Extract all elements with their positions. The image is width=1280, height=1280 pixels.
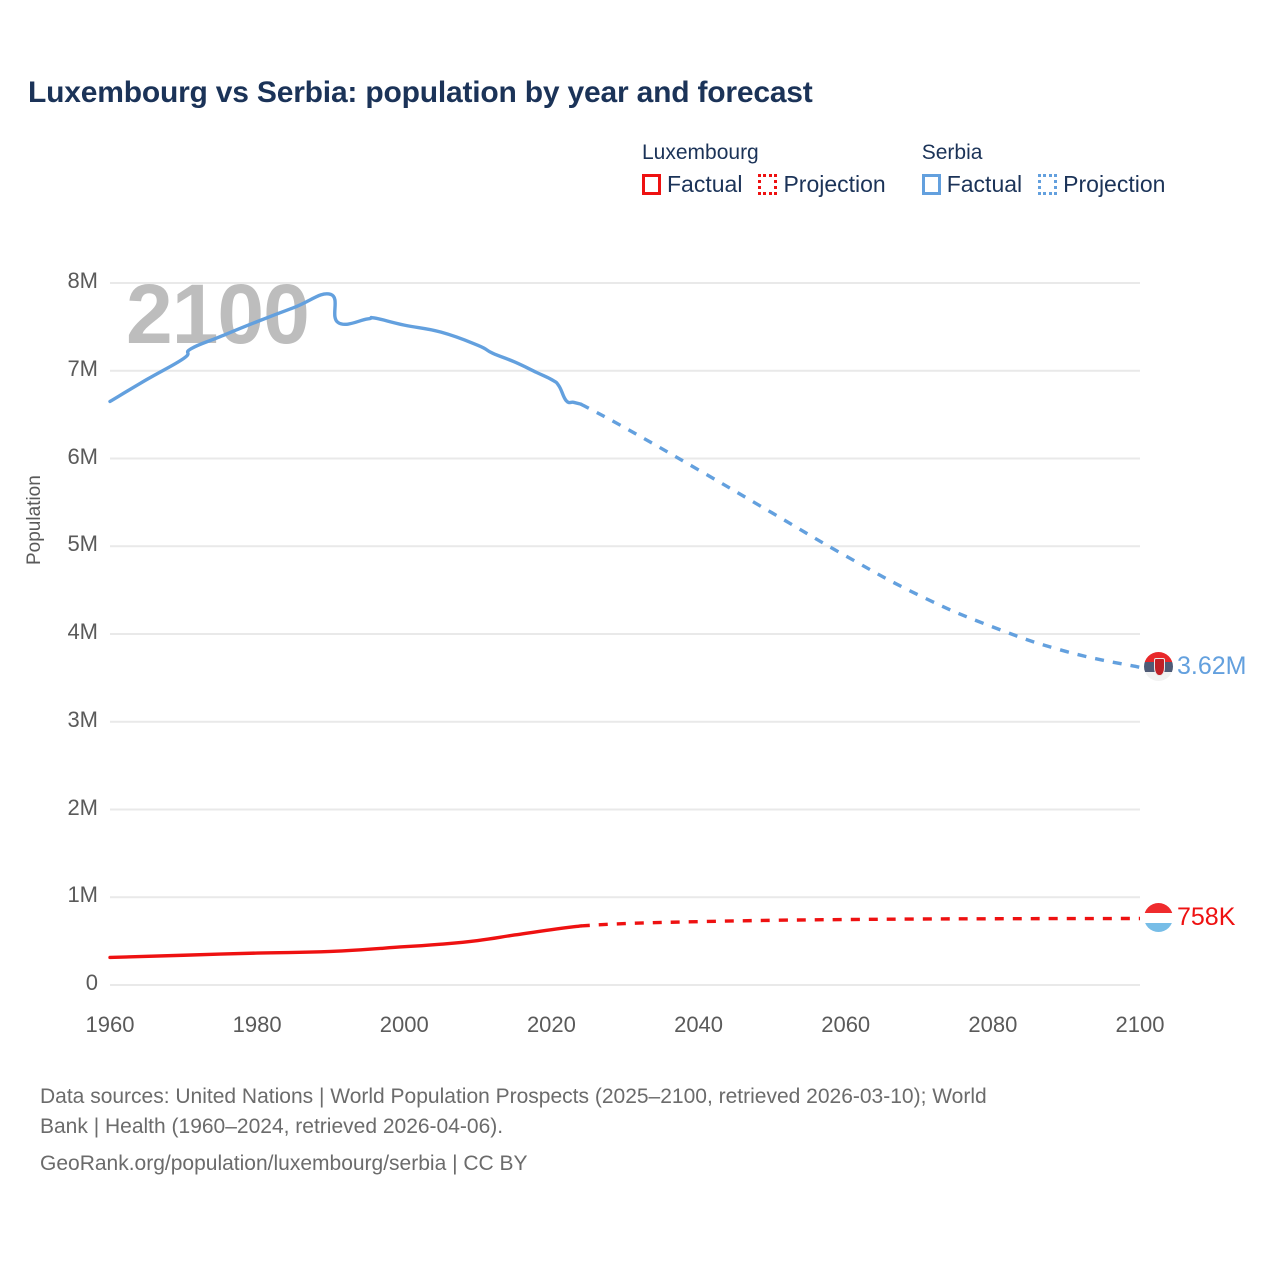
series-line-projection-serbia [580, 402, 1141, 670]
luxembourg-flag-icon [1144, 903, 1173, 933]
legend-country-serbia: Serbia [921, 141, 983, 164]
legend-group-luxembourg: Luxembourg Factual Projection [642, 142, 886, 196]
y-tick-label: 2M [67, 794, 98, 820]
legend-country-luxembourg: Luxembourg [642, 141, 759, 164]
legend: Luxembourg Factual Projection Serbia Fac… [642, 142, 1165, 196]
serbia-endpoint-label: 3.62M [1144, 652, 1247, 682]
solid-line-swatch-icon [921, 174, 941, 195]
luxembourg-endpoint-value: 758K [1177, 903, 1236, 932]
footer-line-3[interactable]: GeoRank.org/population/luxembourg/serbia… [40, 1151, 528, 1175]
x-tick-label: 2000 [379, 1012, 429, 1037]
x-tick-label: 1980 [232, 1012, 282, 1037]
legend-item-luxembourg-projection[interactable]: Projection [758, 171, 886, 197]
y-tick-label: 3M [67, 706, 98, 732]
y-tick-label: 0 [85, 970, 98, 995]
x-tick-label: 2080 [968, 1012, 1018, 1037]
legend-item-luxembourg-factual[interactable]: Factual [642, 173, 742, 196]
footer-line-2: Bank | Health (1960–2024, retrieved 2026… [40, 1115, 504, 1139]
x-tick-label: 2060 [821, 1012, 871, 1037]
legend-label-luxembourg-projection: Projection [783, 171, 886, 197]
footer-sources: Data sources: United Nations | World Pop… [40, 1082, 1240, 1179]
series-line-factual-serbia [108, 292, 583, 406]
x-tick-label: 1960 [85, 1012, 135, 1037]
footer-line-1: Data sources: United Nations | World Pop… [40, 1085, 987, 1108]
y-tick-label: 5M [67, 531, 98, 557]
x-tick-label: 2100 [1115, 1012, 1165, 1037]
serbia-endpoint-value: 3.62M [1177, 652, 1247, 681]
legend-label-serbia-projection: Projection [1063, 171, 1166, 197]
legend-label-luxembourg-factual: Factual [667, 171, 743, 197]
series-line-projection-luxembourg [580, 916, 1141, 928]
legend-item-serbia-factual[interactable]: Factual [921, 171, 1023, 197]
dotted-line-swatch-icon [758, 174, 778, 195]
y-tick-label: 4M [67, 619, 98, 644]
x-tick-label: 2040 [674, 1012, 724, 1037]
solid-line-swatch-icon [642, 174, 661, 195]
y-tick-label: 6M [67, 443, 98, 469]
page-title: Luxembourg vs Serbia: population by year… [28, 76, 813, 109]
legend-group-serbia: Serbia Factual Projection [921, 141, 1165, 197]
legend-item-serbia-projection[interactable]: Projection [1038, 173, 1165, 196]
y-tick-label: 7M [67, 355, 98, 381]
y-tick-label: 1M [67, 882, 98, 908]
legend-label-serbia-factual: Factual [946, 171, 1023, 197]
dotted-line-swatch-icon [1038, 174, 1058, 195]
serbia-flag-icon [1144, 652, 1173, 682]
luxembourg-endpoint-label: 758K [1144, 903, 1236, 933]
y-tick-label: 8M [67, 268, 98, 293]
x-tick-label: 2020 [526, 1012, 576, 1037]
series-line-factual-luxembourg [108, 924, 583, 960]
